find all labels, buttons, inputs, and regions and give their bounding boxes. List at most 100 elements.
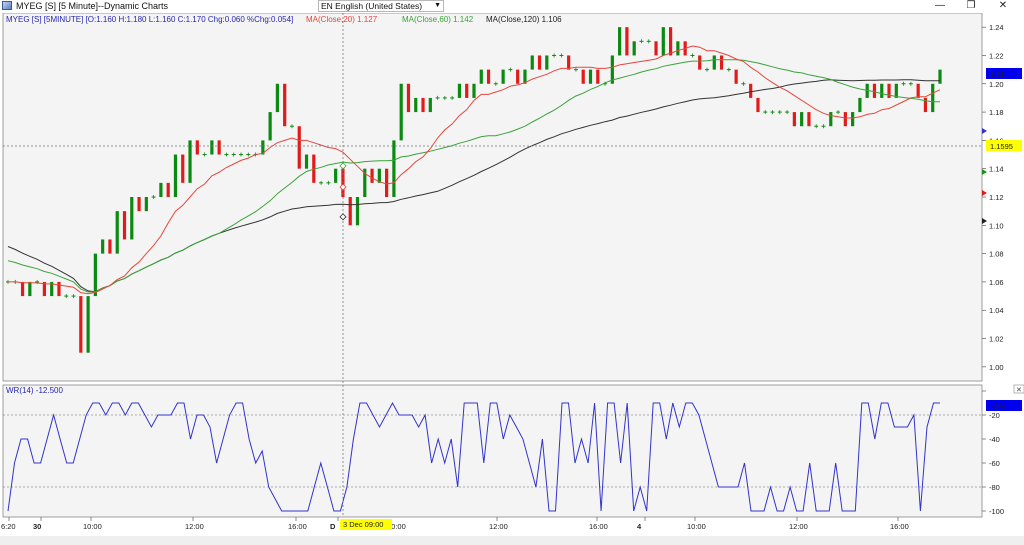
- candle: [414, 97, 418, 113]
- window-title: MYEG [S] [5 Minute]--Dynamic Charts: [16, 1, 169, 11]
- candle: [938, 69, 942, 84]
- candle: [486, 69, 491, 84]
- price-tick-label: 1.14: [989, 165, 1004, 174]
- candle: [516, 69, 520, 84]
- candle: [916, 83, 920, 98]
- price-tick-label: 1.12: [989, 193, 1004, 202]
- cursor-time-badge: [340, 519, 392, 530]
- candle: [268, 112, 272, 141]
- candle: [625, 27, 629, 56]
- language-select[interactable]: EN English (United States) ▼: [318, 0, 444, 12]
- candle: [581, 69, 585, 84]
- wr-panel[interactable]: [2, 384, 983, 518]
- ma20-line: [8, 45, 941, 295]
- time-tick-label: 6:20: [1, 522, 16, 531]
- candle: [348, 197, 352, 226]
- cursor-time-label: 3 Dec 09:00: [343, 520, 383, 529]
- wr-line: [7, 401, 940, 512]
- candle: [217, 140, 221, 155]
- wr-gridlines: [3, 414, 982, 488]
- time-tick-label: 12:00: [185, 522, 204, 531]
- candle: [355, 197, 360, 226]
- candle: [661, 27, 665, 56]
- candle: [377, 168, 381, 183]
- candle: [501, 69, 505, 84]
- language-value: EN English (United States): [321, 1, 423, 11]
- candle: [261, 140, 265, 155]
- candle: [173, 154, 178, 197]
- time-tick-label: 10:00: [387, 522, 406, 531]
- candle: [297, 126, 301, 169]
- cursor-price-badge: [986, 140, 1022, 151]
- ma20-legend: MA(Close,20) 1.127: [306, 15, 378, 24]
- close-icon[interactable]: ✕: [998, 0, 1008, 11]
- candle: [181, 154, 185, 183]
- last-price-label: 1.21: [990, 70, 1005, 79]
- wr-current-label: -0M: [992, 402, 1005, 411]
- candle: [537, 55, 542, 70]
- panel-close-glyph: ✕: [1016, 387, 1022, 394]
- wr-tick-label: -100: [989, 507, 1004, 516]
- candle: [363, 168, 367, 197]
- candle: [144, 197, 148, 212]
- candle: [479, 69, 483, 84]
- candle: [428, 97, 432, 113]
- candle: [923, 97, 928, 113]
- candle: [101, 239, 105, 254]
- candle: [588, 69, 593, 84]
- price-tick-label: 1.10: [989, 221, 1004, 230]
- ma120-legend: MA(Close,120) 1.106: [486, 15, 562, 24]
- candle: [843, 112, 847, 127]
- ma-marker: [339, 162, 347, 170]
- candle: [698, 55, 702, 70]
- price-tick-label: 1.02: [989, 335, 1004, 344]
- candle: [57, 281, 61, 297]
- price-tick-label: 1.04: [989, 306, 1004, 315]
- last-price-badge: [986, 68, 1022, 79]
- candle: [887, 83, 891, 98]
- candle: [654, 41, 658, 56]
- candle: [858, 97, 862, 113]
- time-tick-label: 16:00: [589, 522, 608, 531]
- chart-area[interactable]: MYEG [S] [5MINUTE] [O:1.160 H:1.180 L:1.…: [0, 13, 1024, 536]
- restore-icon[interactable]: ❐: [966, 0, 976, 11]
- time-tick-label: 10:00: [83, 522, 102, 531]
- candle: [545, 55, 549, 70]
- candle: [457, 83, 462, 98]
- minimize-icon[interactable]: —: [935, 0, 945, 11]
- candle: [210, 140, 214, 155]
- candle: [159, 182, 163, 197]
- price-tick-label: 1.22: [989, 51, 1004, 60]
- candle: [872, 83, 877, 98]
- candle: [472, 83, 476, 98]
- marker-blue-arrow: [982, 128, 987, 134]
- wr-current-badge: [986, 400, 1022, 411]
- candle: [166, 182, 170, 197]
- candle: [567, 55, 571, 70]
- candle: [370, 168, 374, 183]
- horizontal-scrollbar[interactable]: [0, 536, 1024, 545]
- candle: [756, 97, 760, 113]
- ma-marker: [339, 213, 347, 221]
- price-tick-label: 1.18: [989, 108, 1004, 117]
- candle: [188, 140, 192, 183]
- wr-tick-label: -20: [989, 411, 1000, 420]
- app-icon: [2, 1, 12, 10]
- crosshair-markers: [339, 162, 347, 221]
- time-tick-label: D: [330, 522, 336, 531]
- candle: [734, 69, 738, 84]
- chevron-down-icon: ▼: [434, 2, 441, 9]
- price-tick-label: 1.00: [989, 363, 1004, 372]
- candle: [93, 253, 97, 297]
- candle: [523, 69, 527, 84]
- candle: [749, 83, 753, 98]
- candle: [399, 83, 403, 141]
- candle: [894, 83, 898, 98]
- panel-close-icon[interactable]: [1013, 384, 1024, 394]
- price-panel[interactable]: [2, 13, 983, 382]
- candle: [406, 83, 411, 113]
- candle: [719, 55, 724, 70]
- candle: [392, 140, 396, 197]
- candle: [195, 140, 199, 155]
- candle: [807, 112, 811, 127]
